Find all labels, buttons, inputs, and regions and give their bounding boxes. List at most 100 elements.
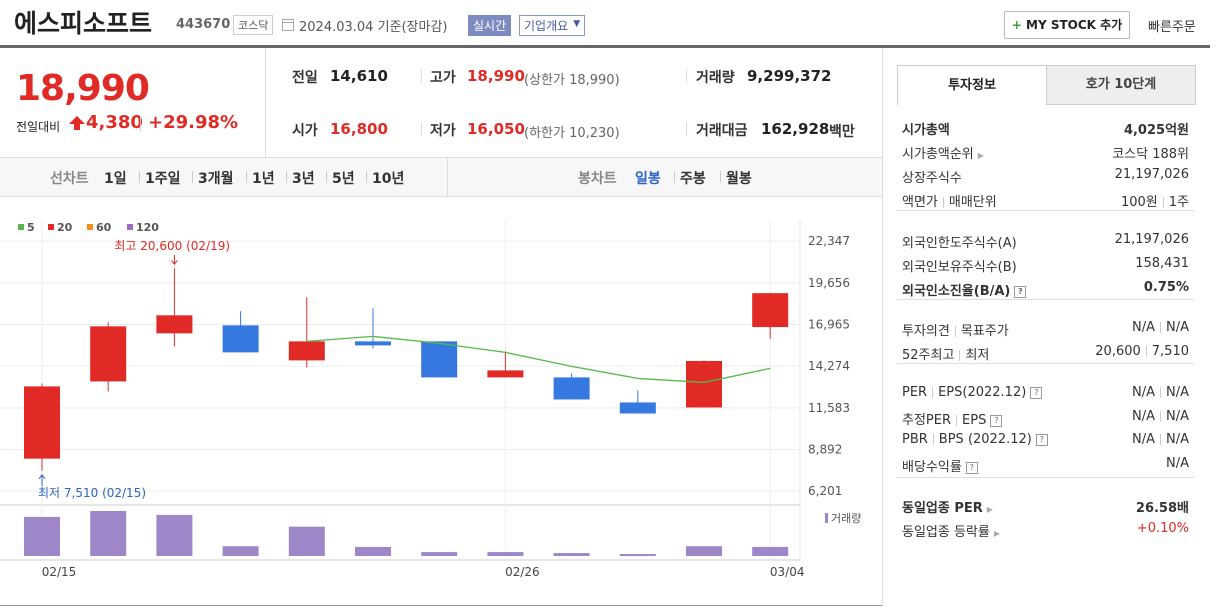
info-value: N/A N/A: [1132, 432, 1189, 447]
x-tick-label: 02/26: [505, 565, 540, 579]
info-label-text: 52주최고: [902, 348, 955, 363]
legend-label: 60: [96, 221, 112, 234]
info-value-text: 26.58배: [1135, 501, 1189, 516]
info-value-text: N/A: [1132, 320, 1155, 335]
help-icon[interactable]: ?: [965, 461, 978, 474]
help-icon[interactable]: ?: [1030, 386, 1043, 399]
info-value-text: 21,197,026: [1114, 167, 1189, 182]
info-value: 0.75%: [1144, 280, 1189, 295]
info-value-text: N/A: [1166, 456, 1189, 471]
y-tick-label: 22,347: [808, 234, 850, 248]
volume-bar: [90, 511, 127, 556]
info-value-text: 7,510: [1151, 344, 1189, 359]
candle-body: [752, 293, 789, 328]
info-value: N/A N/A: [1132, 320, 1189, 335]
tab-label: 봉차트: [578, 171, 617, 187]
help-icon[interactable]: ?: [1035, 433, 1048, 446]
candle-body: [686, 360, 722, 408]
info-label-text: 추정PER: [902, 413, 952, 428]
info-label-text: 시가총액순위: [902, 147, 974, 162]
tab-separator: [326, 171, 327, 183]
info-label-text: 외국인한도주식수(A): [902, 236, 1017, 251]
info-label: 외국인소진율(B/A)?: [902, 284, 1027, 299]
info-label: 시가총액순위 ▶: [902, 147, 984, 162]
info-value: 20,600 7,510: [1095, 344, 1189, 359]
period-tab[interactable]: 1일: [104, 171, 127, 187]
separator: [932, 387, 934, 398]
period-tab[interactable]: 3개월: [198, 171, 234, 187]
separator: [959, 350, 961, 361]
quote-label: 고가: [430, 70, 456, 86]
change-rate: +29.98%: [148, 112, 239, 133]
volume-bar: [619, 554, 656, 556]
info-label-text: 매매단위: [948, 195, 997, 210]
separator: [1160, 387, 1161, 398]
x-tick-label: 02/15: [42, 565, 77, 579]
period-tab[interactable]: 5년: [332, 171, 355, 187]
info-value-text: 100원: [1120, 195, 1158, 210]
info-row: 외국인한도주식수(A) 21,197,026: [902, 232, 1189, 252]
candle-tab[interactable]: 주봉: [680, 171, 706, 187]
group-divider: [897, 363, 1194, 364]
quote-label: 거래량: [696, 70, 735, 86]
candle-body: [487, 370, 524, 378]
tab-separator: [674, 171, 675, 183]
info-label: 투자의견 목표주가: [902, 324, 1009, 339]
info-label-text: 시가총액: [902, 123, 950, 138]
tab-separator: [139, 171, 140, 183]
info-value-text: 1주: [1168, 195, 1189, 210]
period-tab[interactable]: 3년: [292, 171, 315, 187]
candle-body: [156, 315, 193, 334]
quote-value: 16,050: [467, 120, 525, 138]
info-label-text: 외국인보유주식수(B): [902, 260, 1017, 275]
period-tab[interactable]: 10년: [372, 171, 405, 187]
help-icon[interactable]: ?: [990, 414, 1003, 427]
low-annotation: 최저 7,510 (02/15): [38, 486, 146, 500]
info-value: N/A: [1166, 456, 1189, 471]
info-tab[interactable]: 투자정보: [897, 65, 1047, 105]
info-label-text: 투자의견: [902, 324, 950, 339]
realtime-button[interactable]: 실시간: [468, 15, 512, 36]
x-tick-label: 03/04: [770, 565, 805, 579]
info-value: 100원 1주: [1121, 191, 1189, 210]
quote-value: 14,610: [330, 67, 388, 85]
company-label: 기업개요: [524, 19, 569, 33]
period-tab[interactable]: 1년: [252, 171, 275, 187]
info-value-text: 21,197,026: [1114, 232, 1189, 247]
candle-tab[interactable]: 일봉: [635, 171, 661, 187]
info-value: 21,197,026: [1115, 167, 1189, 182]
candle-tab[interactable]: 월봉: [726, 171, 752, 187]
info-row: 추정PER EPS? N/A N/A: [902, 409, 1189, 429]
quote-value: 16,800: [330, 120, 388, 138]
candle-body: [619, 402, 656, 414]
help-icon[interactable]: ?: [1014, 285, 1027, 298]
quote-value: 162,928: [761, 120, 830, 138]
tab-separator: [286, 171, 287, 183]
quick-order[interactable]: 빠른주문: [1148, 20, 1196, 35]
current-price: 18,990: [16, 68, 150, 109]
info-label: 액면가 매매단위: [902, 195, 997, 210]
period-tab[interactable]: 1주일: [145, 171, 181, 187]
info-label-text: EPS(2022.12): [938, 385, 1027, 400]
info-label-text: EPS: [962, 413, 987, 428]
volume-label: 거래량: [831, 512, 861, 525]
info-label: 동일업종 PER ▶: [902, 501, 993, 516]
info-row: PBR BPS (2022.12)? N/A N/A: [902, 432, 1189, 452]
market-badge: 코스닥: [233, 15, 274, 35]
legend-label: 20: [57, 221, 73, 234]
info-label: 시가총액: [902, 123, 950, 138]
chart: 6,201 8,892 11,583 14,274 16,965 19,656 22,347…: [0, 220, 861, 579]
info-value-text: N/A: [1132, 385, 1155, 400]
separator: [942, 197, 944, 208]
mystock-button[interactable]: + MY STOCK 추가: [1004, 11, 1130, 39]
info-value: 21,197,026: [1115, 232, 1189, 247]
info-tab[interactable]: 호가 10단계: [1046, 65, 1196, 105]
info-row: 상장주식수 21,197,026: [902, 167, 1189, 187]
info-row: 외국인보유주식수(B) 158,431: [902, 256, 1189, 276]
stock-name: 에스피소프트: [14, 9, 153, 38]
company-button[interactable]: 기업개요 ▼: [519, 15, 586, 36]
legend-swatch: [127, 224, 133, 230]
y-tick-label: 14,274: [808, 359, 850, 373]
info-value-text: 158,431: [1135, 256, 1189, 271]
y-tick-label: 8,892: [808, 442, 842, 456]
